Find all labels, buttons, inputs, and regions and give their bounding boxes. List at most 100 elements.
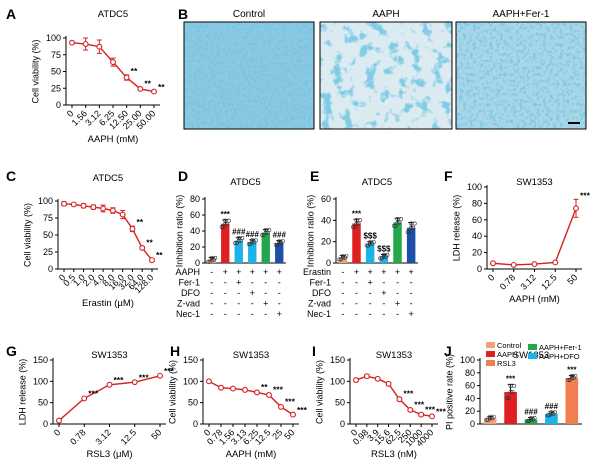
bar (275, 243, 284, 263)
y-tick-label: 20 (465, 406, 475, 416)
significance-label: *** (403, 389, 414, 399)
data-point (110, 59, 116, 66)
data-point (374, 375, 381, 382)
replicate-dot (409, 225, 414, 230)
treatment-sign: - (251, 299, 254, 309)
y-tick-label: 0 (43, 419, 48, 429)
y-tick-label: 20 (472, 248, 482, 258)
y-tick-label: 40 (321, 215, 331, 225)
treatment-sign: - (278, 299, 281, 309)
treatment-sign: - (410, 288, 413, 298)
data-point (429, 413, 435, 420)
replicate-dot (234, 241, 239, 246)
legend-swatch (528, 344, 537, 350)
y-tick-label: 100 (460, 355, 475, 365)
treatment-sign: - (264, 278, 267, 288)
significance-label: *** (164, 366, 175, 376)
replicate-dot (357, 218, 362, 223)
treatment-sign: + (368, 278, 373, 288)
micrograph-control (183, 21, 315, 130)
replicate-dot (263, 228, 268, 233)
treatment-sign: - (341, 309, 344, 319)
y-tick-label: 0 (477, 264, 482, 274)
y-tick-label: 150 (330, 355, 345, 365)
micrograph-aaph (319, 21, 453, 130)
data-point (396, 396, 403, 403)
treatment-sign: - (369, 288, 372, 298)
treatment-sign: + (250, 267, 255, 277)
replicate-dot (260, 233, 265, 238)
treatment-sign: - (341, 299, 344, 309)
replicate-dot (571, 375, 576, 380)
replicate-dot (547, 413, 552, 418)
treatment-sign: + (263, 267, 268, 277)
treatment-sign: + (263, 299, 268, 309)
x-tick-label: 0.78 (68, 427, 87, 446)
replicate-dot (337, 257, 342, 262)
panel-b: B Control AAPH AAPH+Fer-1 (178, 6, 587, 130)
data-point (119, 211, 126, 218)
y-tick-label: 100 (46, 33, 61, 43)
y-tick-label: 150 (183, 355, 198, 365)
chart-title: SW1353 (91, 350, 127, 361)
significance-label: *** (297, 405, 308, 415)
replicate-dot (391, 223, 396, 228)
treatment-sign: - (224, 278, 227, 288)
x-tick-label: 12.5 (539, 272, 558, 291)
x-tick-label: 50 (149, 427, 163, 441)
treatment-sign: - (341, 278, 344, 288)
legend-label: RSL3 (497, 359, 516, 368)
replicate-dot (569, 375, 574, 380)
data-point (531, 261, 538, 268)
data-point (106, 381, 113, 388)
treatment-sign: - (251, 309, 254, 319)
series-line (63, 203, 153, 261)
replicate-dot (506, 396, 511, 401)
significance-label: *** (88, 389, 99, 399)
replicate-dot (405, 230, 410, 235)
data-point (490, 260, 496, 267)
y-axis-label: Cell viability (%) (22, 203, 32, 267)
treatment-sign: + (395, 267, 400, 277)
replicate-dot (412, 221, 417, 226)
legend-label: AAPH+Fer-1 (539, 343, 582, 352)
bar (406, 227, 416, 263)
replicate-dot (505, 396, 510, 401)
treatment-sign: - (237, 299, 240, 309)
treatment-sign: - (341, 267, 344, 277)
replicate-dot (398, 217, 403, 222)
panel-letter: D (178, 168, 188, 184)
y-tick-label: 25 (51, 83, 61, 93)
panel-e-chart: 0 20 40 60 Inhibition ratio (%) E ATDC5 *** $$$$… (303, 168, 418, 319)
treatment-sign: - (355, 278, 358, 288)
data-point (149, 257, 155, 264)
chart-title: SW1353 (376, 350, 412, 361)
micrograph-title-aaph-fer1: AAPH+Fer-1 (493, 9, 550, 20)
treatment-sign: - (382, 309, 385, 319)
replicate-dot (223, 218, 228, 223)
replicate-dot (263, 230, 268, 235)
y-axis-label: LDH release (%) (17, 359, 27, 426)
data-point (418, 411, 425, 418)
data-point (151, 88, 157, 95)
legend-swatch (486, 360, 495, 366)
data-point (290, 411, 296, 418)
replicate-dot (338, 257, 343, 262)
treatment-name: DFO (312, 288, 331, 298)
replicate-dot (545, 413, 550, 418)
treatment-sign: - (382, 299, 385, 309)
y-axis-label: Cell viability (%) (30, 39, 40, 103)
x-tick-label: 50 (282, 427, 296, 441)
data-point (552, 259, 559, 266)
replicate-dot (407, 230, 412, 235)
replicate-dot (250, 238, 255, 243)
x-axis-label: AAPH (mM) (509, 294, 560, 305)
x-axis-label: Erastin (μM) (82, 298, 134, 309)
replicate-dot (340, 253, 345, 258)
replicate-dot (273, 242, 278, 247)
treatment-sign: - (224, 309, 227, 319)
